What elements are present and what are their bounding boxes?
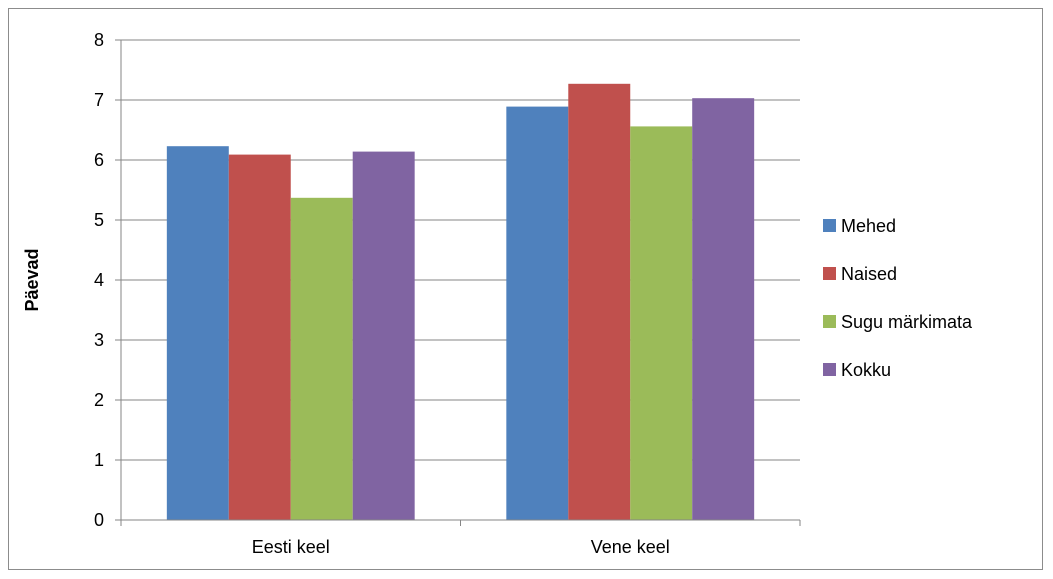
bar-sugu-m-rkimata-eesti-keel <box>290 197 353 521</box>
bar-naised-eesti-keel <box>228 154 291 520</box>
bars <box>166 83 755 521</box>
bar-naised-vene-keel <box>568 83 631 521</box>
y-tick-label: 3 <box>94 330 104 350</box>
legend: Mehed Naised Sugu märkimata Kokku <box>823 216 973 380</box>
x-tick-label: Eesti keel <box>252 537 330 557</box>
bar-sugu-m-rkimata-vene-keel <box>630 126 693 521</box>
legend-label: Naised <box>841 264 897 284</box>
y-tick-label: 0 <box>94 510 104 530</box>
bar-mehed-eesti-keel <box>166 146 229 520</box>
bar-kokku-eesti-keel <box>352 151 415 520</box>
y-tick-label: 8 <box>94 30 104 50</box>
y-tick-label: 6 <box>94 150 104 170</box>
y-tick-label: 1 <box>94 450 104 470</box>
x-tick-label: Vene keel <box>591 537 670 557</box>
x-axis-ticks: Eesti keel Vene keel <box>120 520 801 557</box>
legend-label: Mehed <box>841 216 896 236</box>
y-tick-label: 4 <box>94 270 104 290</box>
y-axis-ticks: 0 1 2 3 4 5 6 7 8 <box>94 30 121 530</box>
legend-swatch <box>823 363 836 376</box>
y-tick-label: 5 <box>94 210 104 230</box>
y-axis-title: Päevad <box>22 248 42 311</box>
legend-swatch <box>823 219 836 232</box>
y-tick-label: 7 <box>94 90 104 110</box>
legend-label: Sugu märkimata <box>841 312 973 332</box>
bar-kokku-vene-keel <box>692 98 755 520</box>
bar-mehed-vene-keel <box>506 106 569 520</box>
legend-swatch <box>823 267 836 280</box>
y-tick-label: 2 <box>94 390 104 410</box>
legend-label: Kokku <box>841 360 891 380</box>
legend-swatch <box>823 315 836 328</box>
